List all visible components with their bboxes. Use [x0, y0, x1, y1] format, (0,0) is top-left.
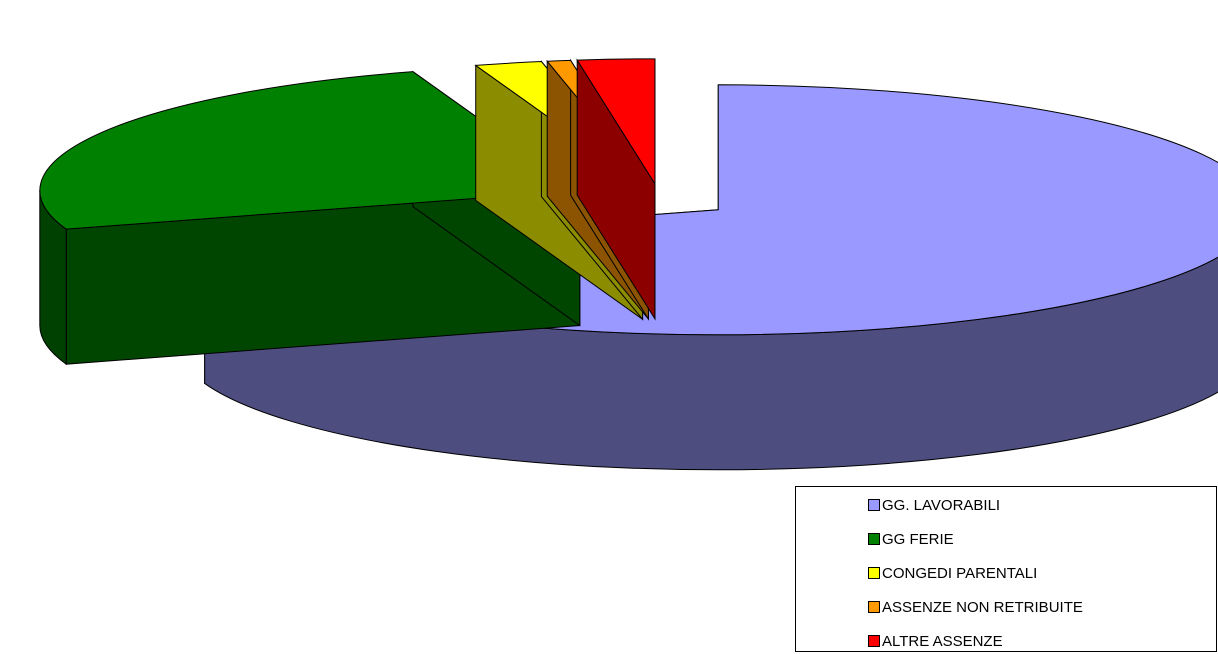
legend-swatch: [868, 601, 880, 613]
pie-slice: [576, 58, 656, 321]
legend-item: GG. LAVORABILI: [868, 495, 1000, 515]
legend-item: ASSENZE NON RETRIBUITE: [868, 597, 1083, 617]
legend-swatch: [868, 635, 880, 647]
legend-item: CONGEDI PARENTALI: [868, 563, 1037, 583]
legend-item: ALTRE ASSENZE: [868, 631, 1003, 651]
legend-label: ALTRE ASSENZE: [882, 632, 1003, 650]
pie-chart: [39, 58, 1218, 471]
legend: GG. LAVORABILI GG FERIE CONGEDI PARENTAL…: [795, 486, 1217, 652]
legend-label: GG FERIE: [882, 530, 954, 548]
legend-item: GG FERIE: [868, 529, 954, 549]
pie-slice: [39, 70, 582, 366]
pie-slice-top: [39, 71, 582, 230]
pie-slice-top: [576, 58, 656, 186]
legend-swatch: [868, 499, 880, 511]
legend-label: CONGEDI PARENTALI: [882, 564, 1038, 582]
legend-swatch: [868, 567, 880, 579]
legend-label: ASSENZE NON RETRIBUITE: [882, 598, 1083, 616]
legend-label: GG. LAVORABILI: [882, 496, 1001, 514]
legend-swatch: [868, 533, 880, 545]
